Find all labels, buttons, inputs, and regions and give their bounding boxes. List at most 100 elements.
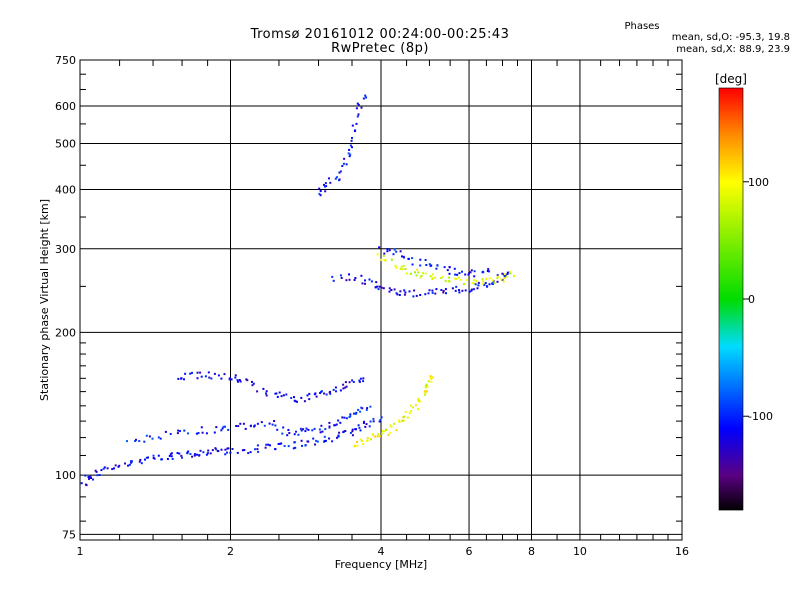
- scatter-point: [425, 383, 428, 386]
- scatter-point: [503, 273, 506, 276]
- scatter-point: [486, 270, 489, 272]
- scatter-point: [378, 246, 381, 249]
- colorbar-band: [719, 172, 743, 174]
- colorbar-band: [719, 455, 743, 457]
- colorbar-band: [719, 197, 743, 199]
- scatter-point: [383, 259, 386, 262]
- scatter-point: [213, 372, 216, 375]
- colorbar-band: [719, 301, 743, 303]
- scatter-point: [246, 379, 249, 382]
- phase-box-heading: Phases: [624, 21, 660, 32]
- scatter-point: [491, 279, 494, 282]
- colorbar-band: [719, 431, 743, 433]
- colorbar-band: [719, 356, 743, 358]
- colorbar-band: [719, 153, 743, 155]
- colorbar-band: [719, 166, 743, 168]
- scatter-point: [228, 378, 231, 381]
- scatter-point: [369, 420, 372, 423]
- colorbar-band: [719, 103, 743, 105]
- scatter-point: [361, 440, 363, 442]
- scatter-point: [429, 275, 432, 278]
- colorbar-band: [719, 229, 743, 231]
- scatter-point: [361, 282, 364, 285]
- colorbar-band: [719, 375, 743, 377]
- colorbar-band: [719, 211, 743, 213]
- colorbar-band: [719, 109, 743, 111]
- colorbar-band: [719, 125, 743, 127]
- colorbar-band: [719, 488, 743, 490]
- scatter-point: [176, 452, 179, 454]
- colorbar-band: [719, 282, 743, 284]
- scatter-point: [184, 372, 187, 375]
- scatter-point: [251, 384, 254, 387]
- scatter-point: [334, 424, 337, 427]
- colorbar-band: [719, 251, 743, 253]
- scatter-point: [385, 428, 387, 431]
- colorbar-band: [719, 215, 743, 217]
- scatter-point: [220, 448, 223, 451]
- scatter-point: [269, 444, 271, 447]
- y-tick-label: 75: [62, 528, 76, 541]
- scatter-point: [349, 413, 352, 416]
- colorbar-band: [719, 283, 743, 285]
- scatter-point: [424, 272, 427, 275]
- colorbar-band: [719, 228, 743, 230]
- scatter-point: [323, 440, 326, 443]
- scatter-point: [446, 269, 449, 272]
- colorbar-band: [719, 246, 743, 248]
- scatter-point: [392, 253, 395, 256]
- colorbar-band: [719, 225, 743, 227]
- scatter-point: [211, 449, 214, 452]
- scatter-point: [364, 282, 366, 285]
- scatter-point: [431, 273, 434, 276]
- scatter-point: [111, 468, 114, 471]
- scatter-point: [324, 185, 326, 188]
- y-axis-label: Stationary phase Virtual Height [km]: [38, 199, 51, 401]
- colorbar-band: [719, 347, 743, 349]
- scatter-point: [355, 428, 357, 431]
- scatter-point: [410, 410, 413, 412]
- scatter-point: [488, 277, 491, 280]
- colorbar-band: [719, 319, 743, 321]
- scatter-point: [339, 421, 342, 424]
- colorbar-band: [719, 415, 743, 417]
- colorbar-band: [719, 92, 743, 94]
- colorbar-band: [719, 333, 743, 335]
- scatter-point: [370, 280, 373, 283]
- colorbar-band: [719, 456, 743, 458]
- scatter-point: [396, 293, 399, 296]
- colorbar-tick-label: 100: [748, 176, 769, 189]
- scatter-point: [299, 427, 302, 430]
- scatter-point: [287, 429, 290, 431]
- scatter-point: [430, 380, 433, 383]
- colorbar-band: [719, 359, 743, 361]
- scatter-point: [332, 388, 335, 391]
- scatter-point: [393, 288, 396, 291]
- scatter-point: [395, 429, 398, 432]
- scatter-point: [293, 441, 296, 444]
- colorbar-band: [719, 491, 743, 493]
- colorbar-band: [719, 287, 743, 289]
- scatter-point: [292, 447, 295, 450]
- scatter-point: [351, 137, 353, 139]
- scatter-point: [331, 440, 334, 443]
- colorbar-band: [719, 218, 743, 220]
- scatter-point: [183, 378, 185, 381]
- scatter-point: [395, 250, 398, 253]
- colorbar-band: [719, 471, 743, 473]
- scatter-point: [157, 436, 160, 439]
- colorbar-band: [719, 174, 743, 176]
- scatter-point: [229, 377, 231, 380]
- scatter-point: [360, 274, 363, 277]
- scatter-point: [356, 115, 359, 118]
- colorbar-band: [719, 220, 743, 222]
- scatter-point: [348, 381, 351, 384]
- colorbar-band: [719, 329, 743, 331]
- colorbar-band: [719, 289, 743, 291]
- scatter-point: [474, 283, 477, 286]
- scatter-point: [329, 392, 332, 395]
- scatter-point: [95, 470, 98, 473]
- colorbar-band: [719, 443, 743, 445]
- scatter-point: [295, 430, 297, 433]
- colorbar-band: [719, 426, 743, 428]
